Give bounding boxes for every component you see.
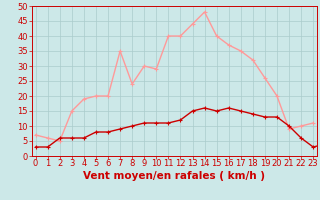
X-axis label: Vent moyen/en rafales ( km/h ): Vent moyen/en rafales ( km/h ): [84, 171, 265, 181]
